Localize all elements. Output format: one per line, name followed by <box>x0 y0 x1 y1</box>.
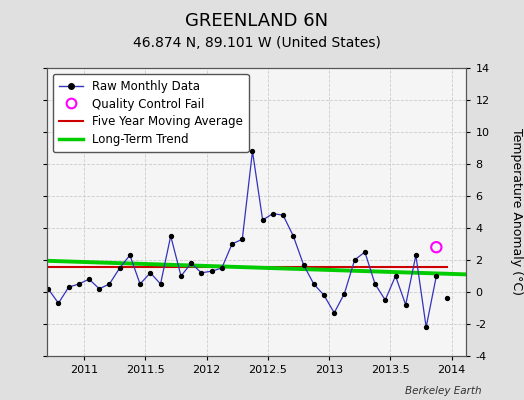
Point <box>85 276 93 282</box>
Point <box>177 273 185 279</box>
Point <box>258 217 267 223</box>
Point <box>197 270 205 276</box>
Legend: Raw Monthly Data, Quality Control Fail, Five Year Moving Average, Long-Term Tren: Raw Monthly Data, Quality Control Fail, … <box>53 74 249 152</box>
Point <box>269 210 277 217</box>
Point <box>432 244 441 250</box>
Point <box>187 260 195 266</box>
Point <box>74 281 83 287</box>
Point <box>320 292 328 298</box>
Point <box>95 286 103 292</box>
Point <box>248 148 257 154</box>
Point <box>217 265 226 271</box>
Point <box>412 252 420 258</box>
Point <box>279 212 287 218</box>
Point <box>54 300 63 306</box>
Point <box>422 324 430 330</box>
Point <box>401 302 410 308</box>
Text: 46.874 N, 89.101 W (United States): 46.874 N, 89.101 W (United States) <box>133 36 381 50</box>
Point <box>371 281 379 287</box>
Point <box>126 252 134 258</box>
Point <box>64 284 73 290</box>
Point <box>330 310 339 316</box>
Point <box>432 273 441 279</box>
Point <box>238 236 246 242</box>
Point <box>289 233 298 239</box>
Point <box>44 286 52 292</box>
Point <box>340 290 348 297</box>
Point <box>391 273 400 279</box>
Text: Berkeley Earth: Berkeley Earth <box>406 386 482 396</box>
Point <box>228 241 236 247</box>
Point <box>146 270 155 276</box>
Point <box>442 295 451 302</box>
Point <box>156 281 165 287</box>
Point <box>299 262 308 268</box>
Point <box>208 268 216 274</box>
Point <box>310 281 318 287</box>
Point <box>351 257 359 263</box>
Point <box>381 297 389 303</box>
Point <box>115 265 124 271</box>
Text: GREENLAND 6N: GREENLAND 6N <box>185 12 329 30</box>
Y-axis label: Temperature Anomaly (°C): Temperature Anomaly (°C) <box>510 128 523 296</box>
Point <box>136 281 144 287</box>
Point <box>105 281 114 287</box>
Point <box>361 249 369 255</box>
Point <box>167 233 175 239</box>
